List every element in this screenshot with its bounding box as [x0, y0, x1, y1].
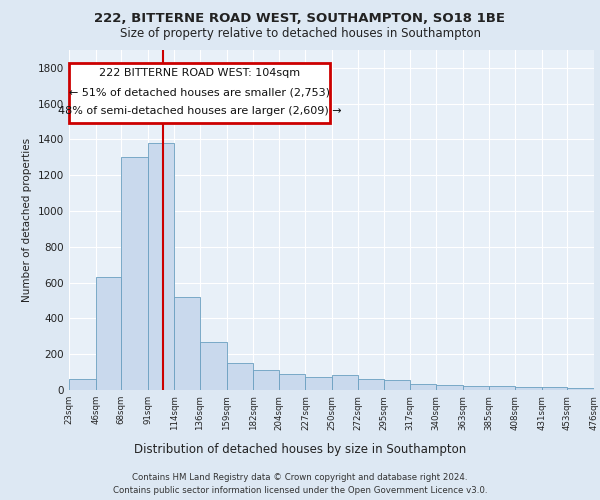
Bar [436, 384, 463, 390]
Bar [227, 363, 253, 390]
Bar [384, 380, 410, 390]
Bar [488, 386, 515, 390]
Bar [515, 387, 542, 390]
Bar [305, 376, 332, 390]
Text: 222, BITTERNE ROAD WEST, SOUTHAMPTON, SO18 1BE: 222, BITTERNE ROAD WEST, SOUTHAMPTON, SO… [95, 12, 505, 26]
Y-axis label: Number of detached properties: Number of detached properties [22, 138, 32, 302]
Text: Contains public sector information licensed under the Open Government Licence v3: Contains public sector information licen… [113, 486, 487, 495]
Bar [410, 384, 436, 390]
Text: Contains HM Land Registry data © Crown copyright and database right 2024.: Contains HM Land Registry data © Crown c… [132, 472, 468, 482]
Bar [148, 143, 175, 390]
Bar [121, 158, 148, 390]
Text: 222 BITTERNE ROAD WEST: 104sqm: 222 BITTERNE ROAD WEST: 104sqm [99, 68, 300, 78]
Bar [69, 378, 95, 390]
Bar [253, 370, 279, 390]
Bar [332, 375, 358, 390]
Bar [542, 388, 568, 390]
Bar [200, 342, 227, 390]
Bar [95, 278, 121, 390]
Text: Size of property relative to detached houses in Southampton: Size of property relative to detached ho… [119, 28, 481, 40]
Text: 48% of semi-detached houses are larger (2,609) →: 48% of semi-detached houses are larger (… [58, 106, 341, 116]
Bar [175, 297, 200, 390]
Bar [279, 374, 305, 390]
Text: Distribution of detached houses by size in Southampton: Distribution of detached houses by size … [134, 442, 466, 456]
Bar [358, 380, 384, 390]
Text: ← 51% of detached houses are smaller (2,753): ← 51% of detached houses are smaller (2,… [69, 87, 330, 97]
Bar [568, 388, 594, 390]
Bar [463, 386, 488, 390]
